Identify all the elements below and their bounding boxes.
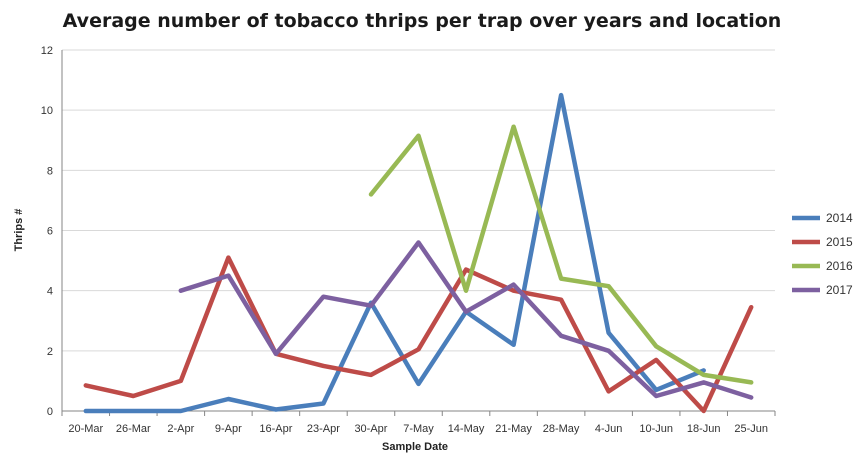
- x-tick-label: 20-Mar: [68, 423, 103, 435]
- series-line-2015: [83, 255, 754, 414]
- x-tick-label: 30-Apr: [354, 423, 387, 435]
- series-lines: [83, 92, 754, 414]
- series-line-2017: [178, 240, 754, 400]
- x-tick-label: 21-May: [495, 423, 532, 435]
- x-tick-label: 25-Jun: [734, 423, 768, 435]
- x-tick-label: 28-May: [543, 423, 580, 435]
- y-tick-label: 10: [41, 105, 53, 117]
- y-axis-label: Thrips #: [13, 209, 25, 252]
- y-tick-label: 12: [41, 45, 53, 57]
- axes: [61, 50, 776, 416]
- y-tick-label: 8: [47, 165, 53, 177]
- series-line-2016: [368, 124, 754, 385]
- y-tick-label: 2: [47, 346, 53, 358]
- legend-label-2014: 2014: [826, 211, 853, 225]
- legend-label-2017: 2017: [826, 283, 853, 297]
- chart-title: Average number of tobacco thrips per tra…: [63, 10, 782, 32]
- y-tick-label: 6: [47, 226, 53, 238]
- x-tick-label: 14-May: [448, 423, 485, 435]
- x-tick-label: 2-Apr: [167, 423, 194, 435]
- x-tick-label: 4-Jun: [595, 423, 623, 435]
- x-tick-label: 9-Apr: [215, 423, 242, 435]
- legend-label-2016: 2016: [826, 259, 853, 273]
- x-axis-label: Sample Date: [382, 441, 448, 453]
- gridlines: [62, 49, 775, 352]
- x-tick-label: 18-Jun: [687, 423, 721, 435]
- legend: 2014 2015 2016 2017: [792, 211, 853, 297]
- x-tick-label: 10-Jun: [639, 423, 673, 435]
- x-tick-label: 16-Apr: [259, 423, 292, 435]
- series-line-2014: [83, 92, 706, 414]
- x-tick-label: 23-Apr: [307, 423, 340, 435]
- x-axis-ticks: 20-Mar 26-Mar 2-Apr 9-Apr 16-Apr 23-Apr 30-Apr…: [68, 423, 768, 435]
- legend-label-2015: 2015: [826, 235, 853, 249]
- x-tick-label: 26-Mar: [116, 423, 151, 435]
- x-tick-label: 7-May: [403, 423, 434, 435]
- y-tick-label: 0: [47, 406, 53, 418]
- y-tick-label: 4: [47, 286, 53, 298]
- y-axis-ticks: 0 2 4 6 8 10 12: [41, 45, 53, 418]
